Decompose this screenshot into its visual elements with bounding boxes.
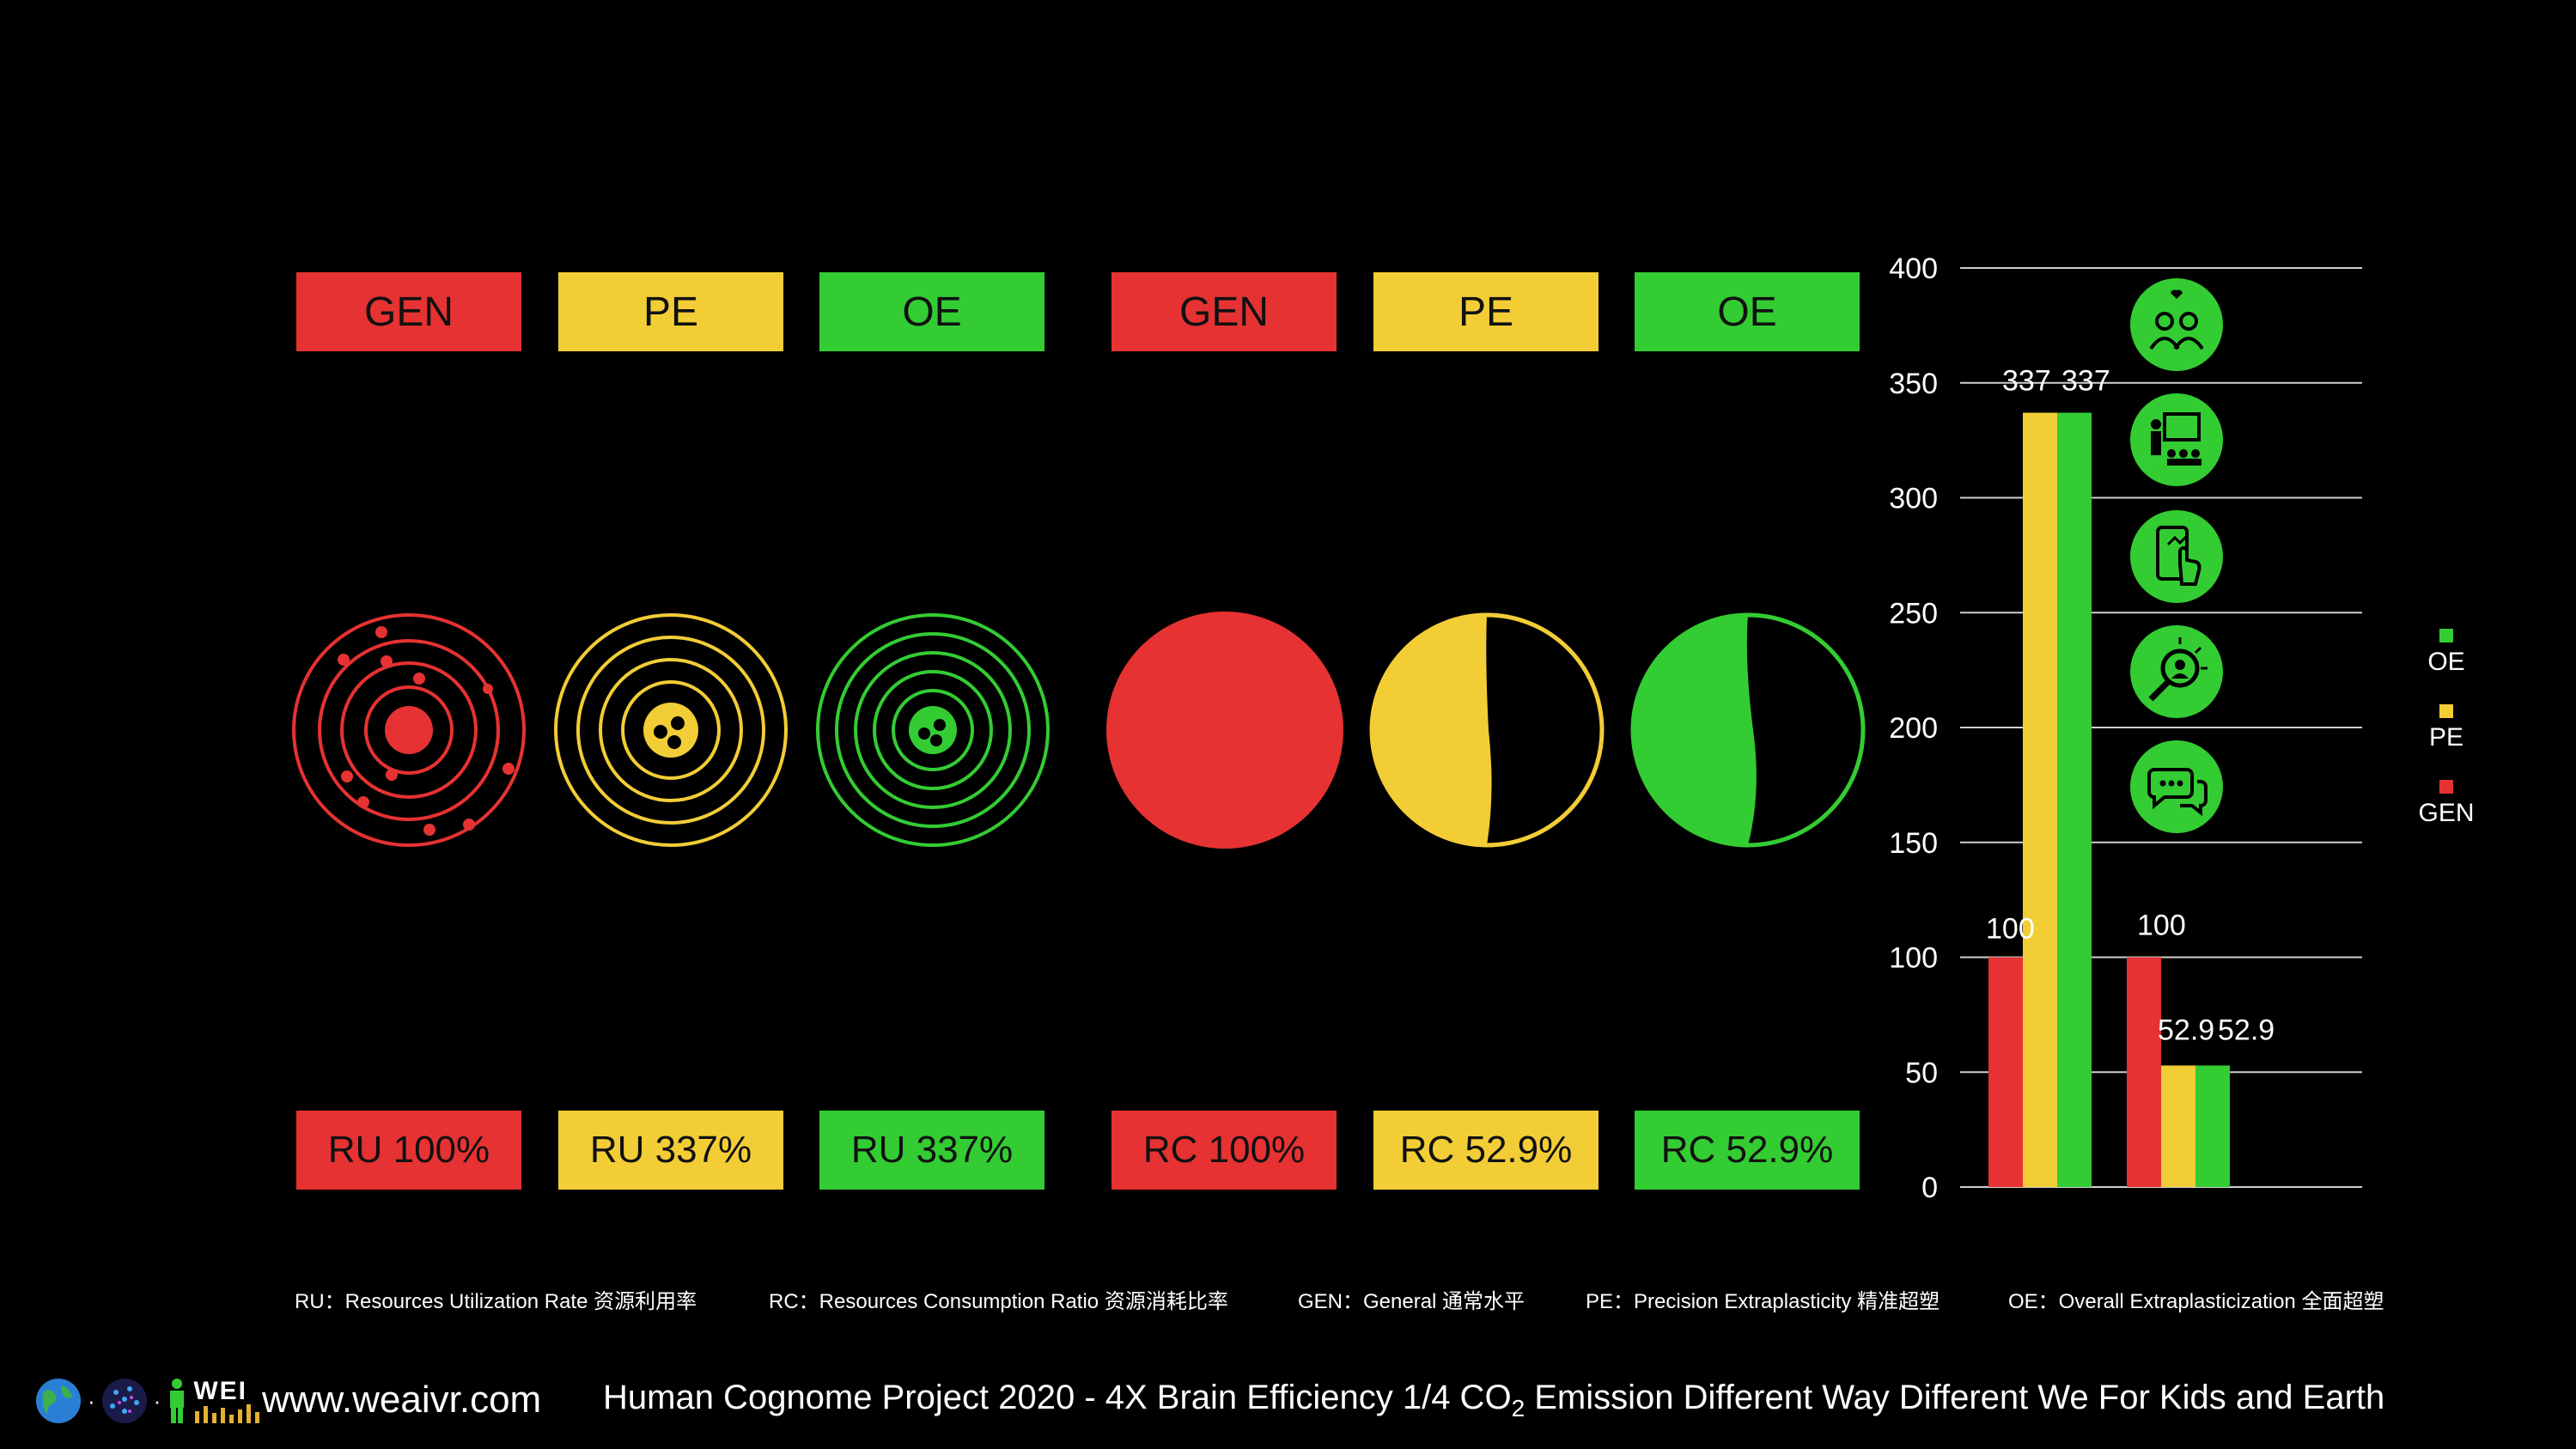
y-tick-label: 50 bbox=[1905, 1056, 1938, 1089]
gen-orbit-illustration bbox=[292, 613, 526, 847]
legend-label-oe: OE bbox=[2427, 648, 2464, 676]
search-person-icon bbox=[2130, 625, 2223, 718]
wei-logo-text: WEI bbox=[193, 1377, 248, 1405]
bar-gen-rc bbox=[2127, 957, 2161, 1187]
bar-gen-ru bbox=[1988, 957, 2023, 1187]
oe-orbit-illustration bbox=[816, 613, 1050, 847]
legend-label-gen: GEN bbox=[2418, 799, 2474, 827]
tag-bottom-ru-gen: RU 100% bbox=[296, 1111, 521, 1190]
legend-label-pe: PE bbox=[2429, 723, 2463, 752]
tag-bottom-rc-gen: RC 100% bbox=[1111, 1111, 1337, 1190]
y-tick-label: 250 bbox=[1889, 597, 1938, 630]
tag-top-gen-2: GEN bbox=[1111, 272, 1337, 351]
footer-url[interactable]: www.weaivr.com bbox=[262, 1379, 542, 1421]
legend-swatch-oe bbox=[2439, 629, 2453, 642]
mobile-touch-icon bbox=[2130, 510, 2223, 603]
tag-top-oe-2: OE bbox=[1635, 272, 1860, 351]
brain-network-icon bbox=[101, 1379, 147, 1423]
community-heart-icon bbox=[2130, 278, 2223, 371]
tag-bottom-ru-pe: RU 337% bbox=[558, 1111, 783, 1190]
teacher-presentation-icon bbox=[2130, 393, 2223, 486]
pe-orbit-illustration bbox=[554, 613, 788, 847]
data-label: 100 bbox=[1986, 913, 2035, 946]
chat-bubbles-icon bbox=[2130, 740, 2223, 833]
tag-top-oe-1: OE bbox=[819, 272, 1044, 351]
y-tick-label: 200 bbox=[1889, 712, 1938, 745]
bar-chart: 0 50 100 150 200 250 300 350 400 100 337 337 100 52.9… bbox=[1889, 253, 2474, 1204]
y-tick-label: 400 bbox=[1889, 253, 1938, 285]
tag-bottom-rc-oe: RC 52.9% bbox=[1635, 1111, 1860, 1190]
y-tick-label: 100 bbox=[1889, 942, 1938, 975]
definition-ru: RU：Resources Utilization Rate 资源利用率 bbox=[295, 1290, 697, 1313]
definition-rc: RC：Resources Consumption Ratio 资源消耗比率 bbox=[769, 1290, 1228, 1313]
tag-bottom-ru-oe: RU 337% bbox=[819, 1111, 1044, 1190]
child-figure-icon bbox=[170, 1379, 185, 1423]
y-tick-label: 350 bbox=[1889, 368, 1938, 400]
data-label: 337 bbox=[2061, 365, 2110, 398]
gen-consumption-disc bbox=[1106, 612, 1343, 849]
oe-consumption-disc bbox=[1630, 612, 1866, 848]
footer-slogan-main: Human Cognome Project 2020 - 4X Brain Ef… bbox=[603, 1379, 1512, 1416]
earth-globe-icon bbox=[36, 1379, 81, 1423]
y-tick-label: 300 bbox=[1889, 483, 1938, 515]
tag-bottom-rc-pe: RC 52.9% bbox=[1373, 1111, 1599, 1190]
tag-top-pe-2: PE bbox=[1373, 272, 1599, 351]
data-label: 52.9 bbox=[2218, 1014, 2275, 1046]
pe-consumption-disc bbox=[1369, 612, 1605, 848]
y-tick-label: 0 bbox=[1921, 1172, 1938, 1204]
bar-pe-ru bbox=[2023, 412, 2057, 1187]
bar-pe-rc bbox=[2161, 1065, 2195, 1187]
footer-slogan: Human Cognome Project 2020 - 4X Brain Ef… bbox=[603, 1379, 2384, 1422]
legend-swatch-gen bbox=[2439, 780, 2453, 794]
footer-slogan-tail: Emission Different Way Different We For … bbox=[1525, 1379, 2385, 1416]
definition-oe: OE：Overall Extraplasticization 全面超塑 bbox=[2008, 1290, 2384, 1313]
data-label: 337 bbox=[2002, 365, 2051, 398]
icon-badges bbox=[2130, 278, 2223, 833]
tag-top-gen-1: GEN bbox=[296, 272, 521, 351]
data-label: 100 bbox=[2137, 910, 2186, 942]
y-tick-label: 150 bbox=[1889, 827, 1938, 860]
tag-top-pe-1: PE bbox=[558, 272, 783, 351]
equalizer-bars-icon bbox=[195, 1404, 260, 1423]
wei-logo: WEI bbox=[193, 1379, 260, 1423]
bar-oe-rc bbox=[2195, 1065, 2230, 1187]
footer-slogan-subscript: 2 bbox=[1511, 1395, 1526, 1422]
bar-oe-ru bbox=[2057, 412, 2092, 1187]
legend-swatch-pe bbox=[2439, 704, 2453, 718]
footer-logos: · · WEI bbox=[34, 1377, 260, 1425]
data-label: 52.9 bbox=[2158, 1014, 2214, 1046]
definition-pe: PE：Precision Extraplasticity 精准超塑 bbox=[1586, 1290, 1940, 1313]
definition-gen: GEN：General 通常水平 bbox=[1298, 1290, 1526, 1313]
